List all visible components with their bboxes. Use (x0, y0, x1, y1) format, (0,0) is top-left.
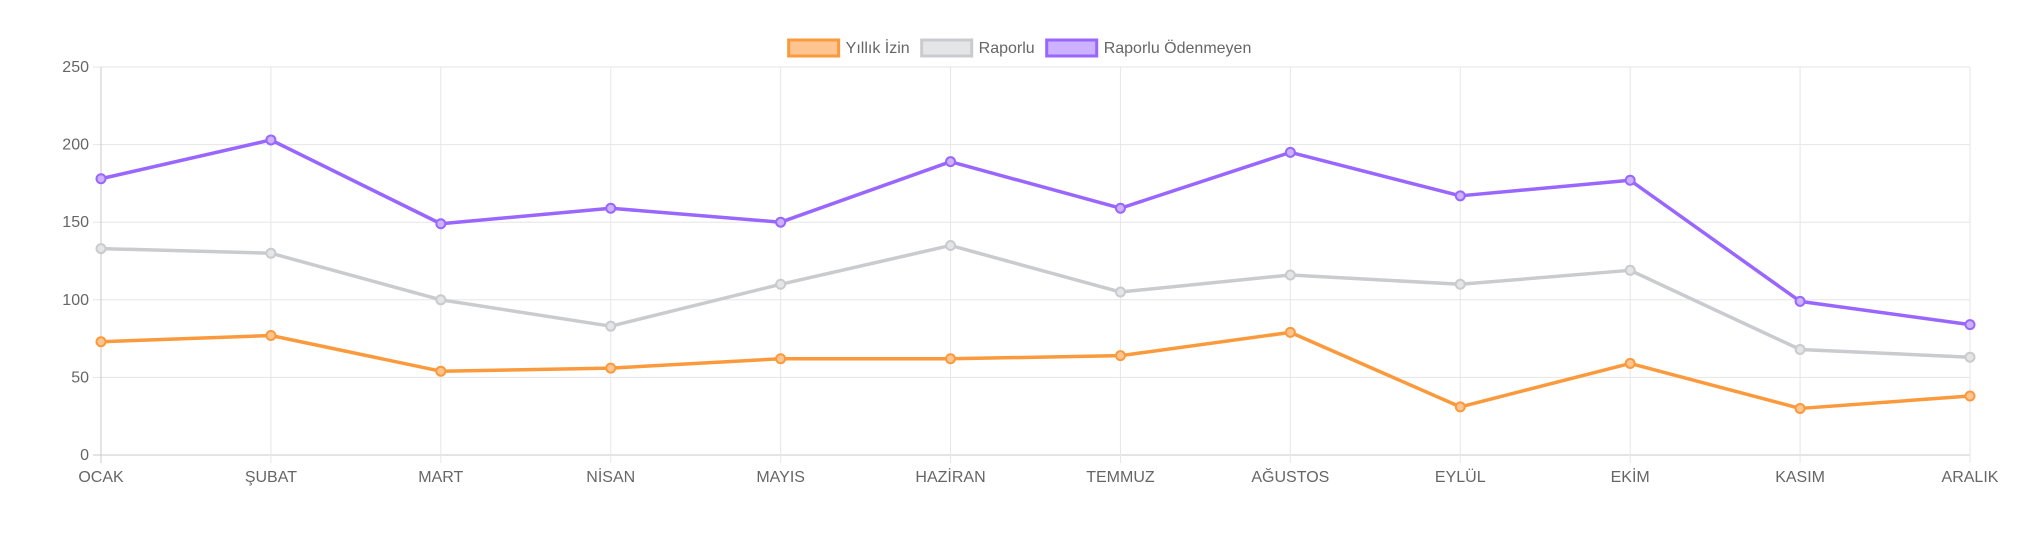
x-tick-label: KASIM (1775, 469, 1825, 486)
legend: Yıllık İzin Raporlu Raporlu Ödenmeyen (787, 38, 1252, 58)
legend-swatch (787, 38, 841, 58)
x-tick-label: HAZİRAN (915, 467, 985, 486)
data-point (1284, 326, 1296, 338)
data-point (1964, 319, 1976, 331)
series-line (99, 330, 1972, 411)
data-point (1794, 402, 1806, 414)
data-point (95, 173, 107, 185)
data-point (1114, 350, 1126, 362)
data-point (1794, 343, 1806, 355)
data-point (1284, 146, 1296, 158)
data-point (775, 216, 787, 228)
x-tick-label: EYLÜL (1435, 468, 1486, 486)
data-point (1114, 286, 1126, 298)
legend-label: Raporlu Ödenmeyen (1104, 39, 1252, 57)
series-line (99, 138, 1972, 327)
data-point (435, 365, 447, 377)
data-point (945, 239, 957, 251)
y-tick-label: 0 (80, 447, 89, 464)
y-tick-label: 100 (62, 292, 89, 309)
data-point (1624, 174, 1636, 186)
data-point (435, 218, 447, 230)
data-point (945, 353, 957, 365)
data-point (1624, 264, 1636, 276)
data-point (605, 362, 617, 374)
x-tick-label: ŞUBAT (245, 469, 297, 486)
x-tick-label: OCAK (78, 469, 124, 486)
x-tick-label: NİSAN (586, 467, 635, 486)
x-tick-label: MAYIS (756, 469, 805, 486)
data-point (95, 243, 107, 255)
data-point (605, 202, 617, 214)
axes: 0 50 100 150 200 250 OCAK ŞUBAT MART NİSAN MAYIS HA… (62, 59, 1998, 486)
data-point (945, 156, 957, 168)
data-point (775, 353, 787, 365)
legend-swatch (920, 38, 974, 58)
data-point (95, 336, 107, 348)
data-point (265, 329, 277, 341)
x-tick-label: TEMMUZ (1086, 469, 1155, 486)
grid (93, 66, 1971, 463)
data-point (605, 320, 617, 332)
legend-label: Raporlu (979, 40, 1035, 57)
series-lines (95, 134, 1976, 414)
y-tick-label: 150 (62, 214, 89, 231)
data-point (1624, 357, 1636, 369)
x-tick-label: ARALIK (1942, 469, 1999, 486)
data-point (435, 294, 447, 306)
y-tick-label: 50 (71, 369, 89, 386)
data-point (1114, 202, 1126, 214)
data-point (1284, 269, 1296, 281)
data-point (265, 134, 277, 146)
series-line (99, 243, 1972, 359)
legend-swatch (1045, 38, 1099, 58)
x-tick-label: EKİM (1611, 467, 1650, 486)
x-tick-label: AĞUSTOS (1251, 467, 1329, 486)
data-point (1454, 190, 1466, 202)
x-tick-label: MART (418, 469, 463, 486)
data-point (1964, 390, 1976, 402)
legend-label: Yıllık İzin (846, 38, 910, 57)
data-point (1454, 278, 1466, 290)
y-tick-label: 250 (62, 59, 89, 76)
data-point (775, 278, 787, 290)
data-point (1964, 351, 1976, 363)
y-tick-label: 200 (62, 137, 89, 154)
data-point (1454, 401, 1466, 413)
data-point (1794, 295, 1806, 307)
data-point (265, 247, 277, 259)
